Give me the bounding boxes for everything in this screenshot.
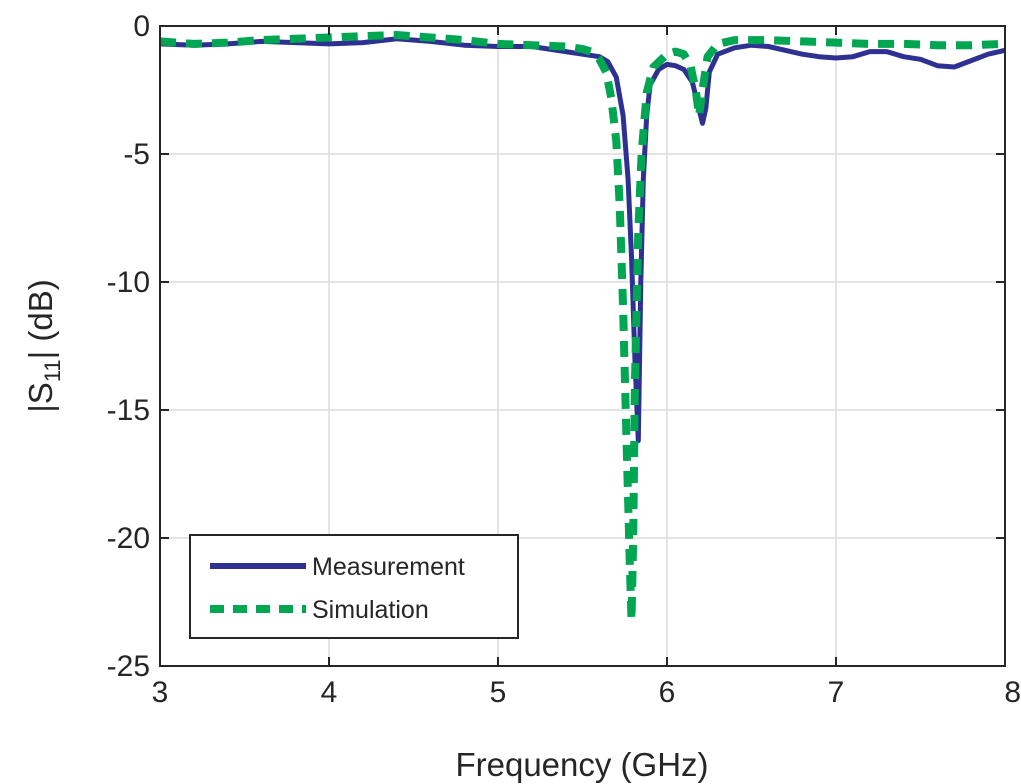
y-axis-label-suffix: | (dB) bbox=[22, 279, 59, 359]
tick-labels: 3 4 5 6 7 8 0 -5 -10 -15 -20 -25 bbox=[107, 10, 1021, 709]
x-tick-label: 6 bbox=[659, 676, 676, 709]
x-tick-label: 4 bbox=[321, 676, 338, 709]
y-tick-label: -5 bbox=[123, 138, 150, 171]
x-tick-label: 5 bbox=[490, 676, 507, 709]
y-tick-label: -10 bbox=[107, 266, 150, 299]
legend-box bbox=[189, 534, 519, 639]
legend: Measurement Simulation bbox=[189, 534, 519, 639]
x-axis-label: Frequency (GHz) bbox=[455, 746, 708, 783]
legend-label-measurement: Measurement bbox=[312, 553, 465, 581]
x-tick-label: 3 bbox=[152, 676, 169, 709]
y-axis-label-subscript: 11 bbox=[40, 359, 65, 382]
grid-lines bbox=[159, 25, 1006, 667]
y-axis-label: |S11| (dB) bbox=[22, 279, 65, 413]
y-tick-label: -20 bbox=[107, 522, 150, 555]
tick-marks bbox=[159, 25, 1006, 667]
y-tick-label: -15 bbox=[107, 394, 150, 427]
series-layer bbox=[159, 31, 1006, 624]
series-line-measurement bbox=[159, 36, 1006, 444]
plot-frame bbox=[159, 25, 1006, 667]
x-tick-label: 8 bbox=[1004, 676, 1021, 709]
y-tick-label: -25 bbox=[107, 650, 150, 683]
y-axis-label-prefix: |S bbox=[22, 382, 59, 413]
y-tick-label: 0 bbox=[133, 10, 150, 43]
x-tick-label: 7 bbox=[828, 676, 845, 709]
series-line-simulation bbox=[159, 31, 1006, 624]
legend-label-simulation: Simulation bbox=[312, 596, 429, 624]
